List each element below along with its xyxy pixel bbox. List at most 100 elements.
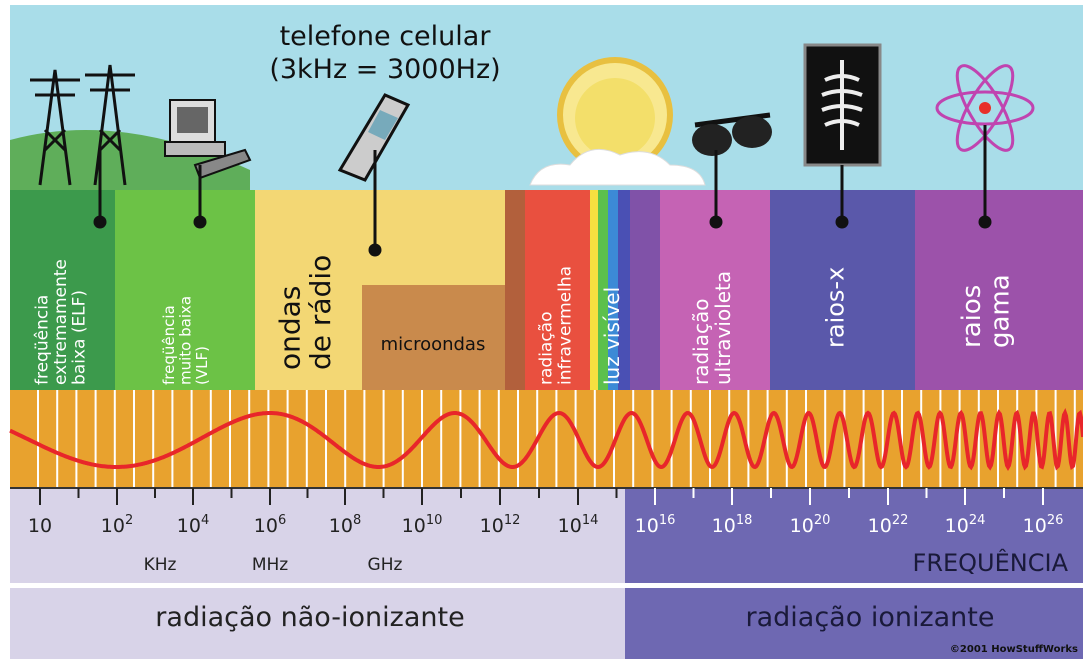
tick-label: 10 [28,515,52,537]
band-label: freqüênciamuito baixa(VLF) [160,296,211,385]
footer-label: radiação não-ionizante [155,602,464,633]
towers [30,64,135,186]
wave [9,408,1083,471]
tick-exp: 24 [969,513,986,528]
tick-exp: 22 [892,513,909,528]
tick-label: 1020 [790,513,831,537]
band-label-line: (VLF) [193,346,211,385]
band-label-line: gama [985,274,1015,348]
band-label: raiosgama [957,274,1016,348]
tick-exp: 14 [582,513,599,528]
band-label-line: raios [957,285,987,348]
tick-base: 10 [945,515,969,537]
sunglasses [692,112,772,156]
tick-exp: 6 [278,513,286,528]
phone [337,93,411,182]
xray [803,43,882,167]
tick-base: 10 [480,515,504,537]
band-label-line: baixa (ELF) [70,290,90,385]
tick-exp: 2 [125,513,133,528]
band-label-line: muito baixa [176,296,194,385]
band-label: microondas [381,334,486,355]
axis-title: FREQUÊNCIA [913,548,1069,577]
tick-label: 102 [101,513,133,537]
band-label: freqüênciaextremamentebaixa (ELF) [32,259,89,385]
band-label-line: ultravioleta [711,271,735,385]
band-vlf [115,190,255,390]
band-label-line: radiação [689,299,713,385]
tick-exp: 10 [426,513,443,528]
footer-bg-left [10,588,625,659]
band-label: raios-x [821,267,849,348]
tick-label: 1022 [868,513,909,537]
unit: MHz [252,555,288,575]
credit: ©2001 HowStuffWorks [950,644,1078,655]
computer [164,99,252,180]
band-label-line: extremamente [51,259,71,385]
tick-base: 10 [712,515,736,537]
footer-bg-right [625,588,1083,659]
bands [10,190,1083,390]
unit: GHz [368,555,403,575]
band-label-line: raios-x [821,267,849,348]
tick-base: 10 [558,515,582,537]
tick-base: 10 [402,515,426,537]
tick-label: 1014 [558,513,599,537]
band-gamma [915,190,1083,390]
band-labels: freqüênciaextremamentebaixa (ELF) freqüên… [32,255,1015,385]
footer-label: radiação ionizante [746,602,995,633]
pointers [93,125,992,257]
tick-base: 10 [28,515,52,537]
tick-exp: 20 [814,513,831,528]
tick-label: 1018 [712,513,753,537]
band-label: radiaçãoinfravermelha [537,266,576,385]
band-edge [505,190,525,390]
tick-exp: 16 [659,513,676,528]
tick-base: 10 [101,515,125,537]
tick-base: 10 [329,515,353,537]
visible-green [598,190,608,390]
band-label-line: de rádio [304,255,337,370]
band-label-line: freqüência [160,305,178,385]
visible-blue [608,190,618,390]
tick-base: 10 [1023,515,1047,537]
band-label: radiaçãoultravioleta [689,271,735,385]
tick-exp: 4 [201,513,209,528]
tick-label: 1024 [945,513,986,537]
ticks: 10 102 104 106 108 1010 1012 1014 1016 1018 1020 10… [28,488,1063,537]
unit: KHz [144,555,177,575]
band-label-line: radiação [537,311,557,385]
band-label: ondasde rádio [273,255,337,370]
tick-base: 10 [790,515,814,537]
tick-exp: 8 [353,513,361,528]
atom [935,64,1035,152]
tick-exp: 12 [504,513,521,528]
axis-bg-right [625,488,1083,583]
tick-label: 1010 [402,513,443,537]
band-uv-edge [630,190,660,390]
band-label-line: infravermelha [555,266,575,385]
tick-label: 1016 [635,513,676,537]
band-microwave [362,285,505,390]
tick-base: 10 [635,515,659,537]
phone-label: (3kHz = 3000Hz) [269,54,500,85]
tick-exp: 26 [1047,513,1064,528]
tick-base: 10 [868,515,892,537]
tick-exp: 18 [736,513,753,528]
band-label: luz visível [600,287,624,385]
strip-lines [37,390,1076,488]
band-label-line: freqüência [32,295,52,385]
visible-yellow [590,190,598,390]
tick-label: 106 [254,513,286,537]
tick-base: 10 [254,515,278,537]
wave-strip [10,390,1083,488]
tick-label: 104 [177,513,209,537]
band-label-line: luz visível [600,287,624,385]
tick-label: 1012 [480,513,521,537]
sun [529,57,706,186]
tick-label: 1026 [1023,513,1064,537]
phone-label: telefone celular [280,21,492,52]
axis-bg-left [10,488,625,583]
tick-base: 10 [177,515,201,537]
